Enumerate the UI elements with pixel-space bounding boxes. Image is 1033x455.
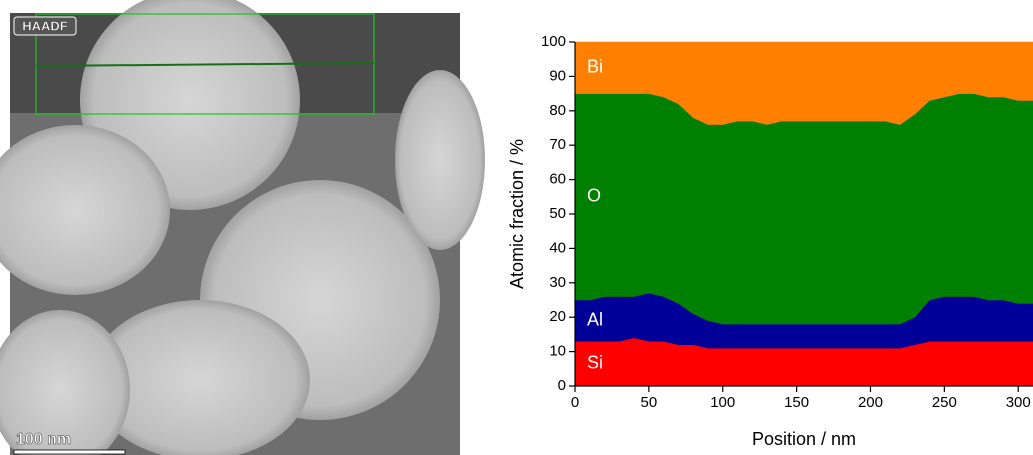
area — [574, 41, 1033, 125]
y-tick-label: 30 — [549, 274, 566, 291]
y-tick-label: 40 — [549, 239, 566, 256]
y-tick-label: 60 — [549, 171, 566, 188]
scale-bar-label: 100 nm — [16, 431, 71, 448]
series-label: Al — [587, 309, 603, 329]
y-tick-label: 90 — [549, 67, 566, 84]
y-tick-label: 100 — [541, 33, 566, 50]
y-tick-label: 80 — [549, 102, 566, 119]
series-label: Bi — [587, 57, 603, 77]
particle — [0, 125, 170, 295]
x-tick-label: 300 — [1006, 394, 1031, 411]
y-tick-label: 70 — [549, 136, 566, 153]
y-tick-label: 0 — [558, 377, 566, 394]
chart: Atomic fraction / % Position / nm Si Al O B… — [507, 33, 1033, 449]
x-tick-label: 200 — [858, 394, 883, 411]
y-tick-label: 20 — [549, 308, 566, 325]
series-label: O — [587, 186, 601, 206]
particle — [90, 300, 310, 455]
y-axis-title: Atomic fraction / % — [507, 139, 527, 289]
scale-bar — [13, 449, 126, 455]
x-axis-title: Position / nm — [752, 429, 856, 449]
x-tick-label: 250 — [932, 394, 957, 411]
area — [574, 93, 1033, 325]
particle — [395, 70, 485, 250]
series-label: Si — [587, 352, 603, 372]
y-tick-label: 50 — [549, 205, 566, 222]
x-tick-label: 0 — [571, 394, 579, 411]
image-label: HAADF — [22, 18, 68, 33]
label-box — [13, 16, 77, 36]
x-tick-label: 50 — [641, 394, 658, 411]
x-tick-label: 100 — [710, 394, 735, 411]
particle — [0, 310, 130, 455]
scan-line — [35, 62, 375, 67]
y-tick-label: 10 — [549, 343, 566, 360]
haadf-image: HAADF 100 nm — [0, 0, 485, 455]
x-tick-label: 150 — [784, 394, 809, 411]
